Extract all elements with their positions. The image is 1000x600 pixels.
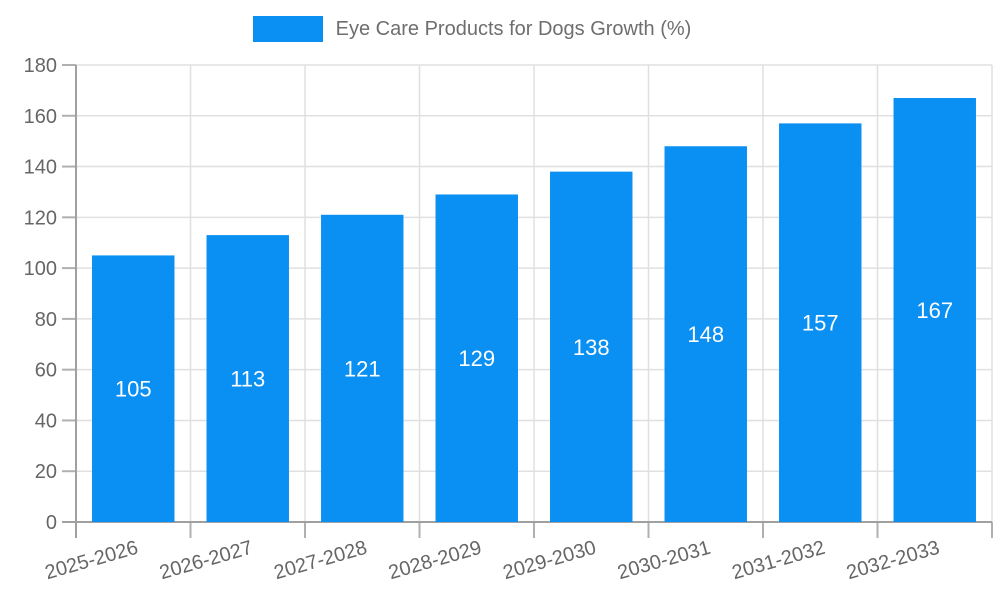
x-tick-label: 2029-2030 — [501, 537, 599, 585]
y-tick-label: 20 — [35, 461, 57, 483]
y-tick-label: 140 — [24, 157, 57, 179]
x-tick-label: 2030-2031 — [615, 537, 713, 585]
bar — [664, 146, 747, 522]
bar-value-label: 157 — [802, 311, 839, 336]
bar — [206, 235, 289, 522]
chart-legend[interactable]: Eye Care Products for Dogs Growth (%) — [0, 16, 972, 42]
bar-value-label: 148 — [687, 322, 724, 347]
bar — [92, 255, 175, 522]
bar-value-label: 138 — [573, 335, 610, 360]
y-tick-label: 80 — [35, 309, 57, 331]
bar — [321, 214, 404, 523]
bar-value-label: 167 — [916, 298, 953, 323]
bar — [550, 171, 633, 522]
bar-value-label: 105 — [115, 377, 152, 402]
bar-value-label: 129 — [458, 346, 495, 371]
bar — [779, 123, 862, 523]
x-tick-label: 2025-2026 — [43, 537, 141, 585]
y-tick-label: 160 — [24, 106, 57, 128]
x-tick-label: 2027-2028 — [272, 537, 370, 585]
legend-swatch — [252, 16, 323, 42]
bar-value-label: 113 — [230, 367, 265, 392]
x-tick-label: 2026-2027 — [157, 537, 255, 585]
y-tick-label: 100 — [24, 258, 57, 280]
y-tick-label: 40 — [35, 410, 57, 432]
bar-value-label: 121 — [344, 356, 381, 381]
x-tick-label: 2032-2033 — [844, 537, 942, 585]
y-tick-label: 0 — [46, 512, 57, 534]
x-tick-label: 2028-2029 — [386, 537, 484, 585]
y-tick-label: 60 — [35, 360, 57, 382]
bar — [435, 194, 518, 522]
bar — [893, 98, 976, 522]
y-tick-label: 180 — [24, 55, 57, 77]
x-tick-label: 2031-2032 — [730, 537, 828, 585]
legend-label: Eye Care Products for Dogs Growth (%) — [335, 18, 692, 40]
y-tick-label: 120 — [24, 207, 57, 229]
